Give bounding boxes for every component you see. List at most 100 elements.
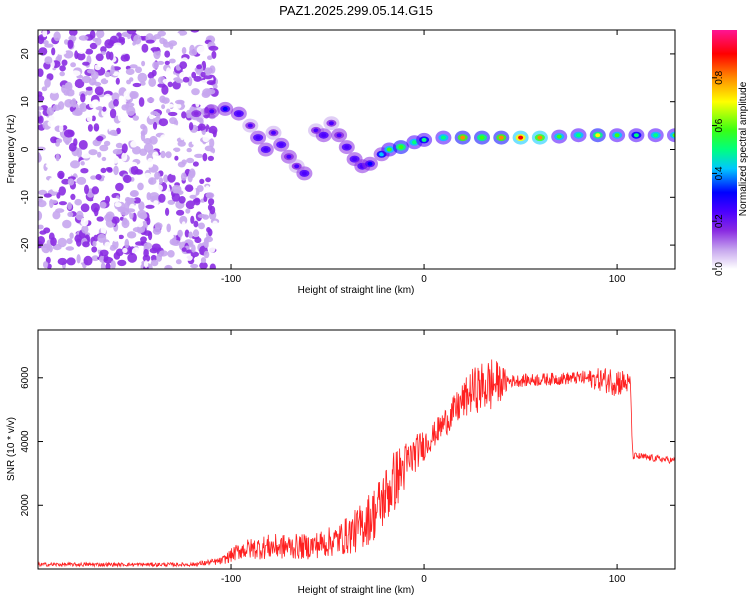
noise-cell — [38, 236, 45, 245]
noise-cell — [43, 193, 52, 198]
noise-cell — [64, 82, 71, 90]
noise-cell — [193, 220, 199, 228]
signal-core — [236, 111, 242, 116]
noise-cell — [154, 184, 164, 192]
noise-cell — [181, 159, 187, 165]
noise-cell — [103, 140, 111, 147]
noise-cell — [51, 184, 60, 192]
noise-cell — [59, 65, 66, 72]
noise-cell — [140, 212, 147, 220]
noise-cell — [201, 32, 208, 39]
noise-cell — [190, 170, 196, 177]
noise-cell — [133, 44, 139, 52]
noise-cell — [190, 215, 195, 224]
noise-cell — [38, 36, 44, 45]
noise-cell — [115, 182, 124, 192]
noise-cell — [154, 171, 161, 180]
noise-cell — [211, 50, 217, 59]
noise-cell — [94, 64, 101, 71]
noise-cell — [118, 95, 125, 101]
signal-core — [344, 145, 350, 150]
noise-cell — [100, 46, 107, 53]
noise-cell — [153, 98, 158, 109]
noise-cell — [166, 67, 171, 76]
noise-cell — [99, 144, 109, 152]
noise-cell — [69, 232, 74, 239]
y-tick-label: 10 — [20, 96, 31, 108]
noise-cell — [153, 34, 162, 40]
noise-cell — [50, 88, 59, 94]
noise-cell — [165, 265, 171, 269]
noise-cell — [100, 167, 107, 174]
noise-cell — [84, 184, 89, 195]
noise-cell — [173, 147, 181, 153]
noise-cell — [56, 220, 62, 228]
noise-cell — [44, 56, 53, 65]
noise-cell — [199, 118, 204, 126]
noise-cell — [193, 97, 199, 104]
noise-cell — [110, 155, 120, 164]
colorbar-tick-label: 0.6 — [714, 118, 725, 132]
noise-cell — [51, 47, 56, 56]
noise-cell — [191, 71, 197, 79]
noise-cell — [168, 111, 178, 117]
noise-cell — [158, 118, 169, 127]
noise-cell — [109, 108, 117, 119]
noise-cell — [153, 200, 159, 206]
noise-cell — [92, 240, 97, 247]
noise-cell — [132, 115, 139, 121]
noise-cell — [208, 125, 218, 135]
noise-cell — [188, 122, 194, 131]
signal-core — [398, 145, 404, 150]
noise-cell — [181, 221, 186, 230]
signal-core — [595, 133, 601, 138]
noise-cell — [93, 196, 99, 202]
noise-cell — [91, 255, 100, 262]
noise-cell — [78, 140, 88, 150]
noise-cell — [165, 103, 175, 108]
noise-cell — [161, 97, 170, 104]
noise-cell — [205, 192, 215, 199]
noise-cell — [99, 201, 107, 209]
signal-core — [440, 135, 446, 140]
noise-cell — [49, 91, 60, 101]
x-tick-label: 100 — [609, 574, 626, 585]
noise-cell — [91, 115, 96, 122]
noise-cell — [112, 148, 123, 155]
spectrogram-cells — [38, 30, 675, 269]
noise-cell — [44, 43, 54, 48]
noise-cell — [197, 123, 206, 131]
noise-cell — [38, 68, 44, 77]
noise-cell — [89, 228, 99, 235]
noise-cell — [141, 112, 147, 118]
noise-cell — [145, 39, 155, 44]
noise-cell — [149, 114, 155, 120]
noise-cell — [39, 230, 47, 235]
noise-cell — [208, 244, 216, 253]
noise-cell — [128, 161, 138, 167]
noise-cell — [174, 155, 179, 161]
noise-cell — [103, 256, 114, 264]
y-tick-label: 4000 — [20, 430, 31, 453]
noise-cell — [75, 210, 84, 221]
signal-core — [537, 135, 543, 140]
noise-cell — [80, 161, 85, 166]
noise-cell — [132, 145, 141, 155]
noise-cell — [139, 148, 148, 156]
noise-cell — [74, 234, 82, 243]
noise-cell — [126, 106, 136, 116]
noise-cell — [174, 103, 182, 109]
noise-cell — [191, 244, 196, 253]
noise-cell — [181, 247, 187, 252]
noise-cell — [117, 112, 123, 122]
noise-cell — [38, 94, 45, 102]
noise-cell — [63, 129, 74, 138]
noise-cell — [95, 53, 104, 62]
noise-cell — [104, 39, 114, 49]
signal-core — [672, 133, 675, 138]
noise-cell — [182, 36, 188, 43]
noise-cell — [203, 75, 213, 80]
noise-cell — [163, 174, 169, 183]
noise-cell — [105, 59, 113, 68]
